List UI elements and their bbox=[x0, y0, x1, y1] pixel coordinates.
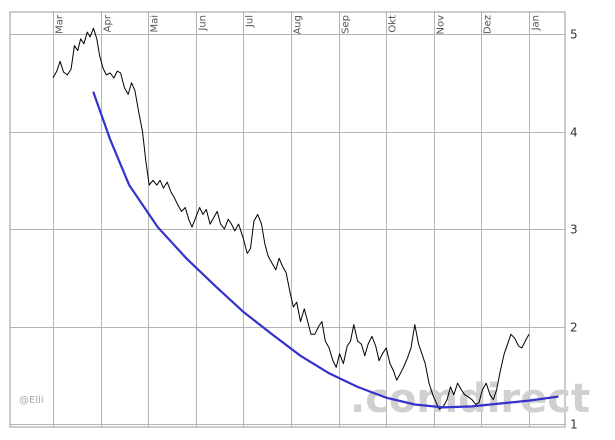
x-tick-label: Jul bbox=[245, 15, 256, 28]
plot-frame bbox=[9, 11, 566, 428]
price-series-line bbox=[52, 27, 530, 410]
series-layer bbox=[52, 27, 559, 410]
x-tick-label: Dez bbox=[483, 15, 494, 34]
x-tick-label: Jan bbox=[531, 15, 542, 31]
x-tick-label: Nov bbox=[436, 15, 447, 35]
x-tick-label: Jun bbox=[198, 15, 209, 32]
y-axis-ticks: 1 2 3 4 5 bbox=[570, 28, 578, 432]
y-tick-label: 4 bbox=[570, 126, 578, 140]
x-tick-label: Apr bbox=[103, 14, 114, 32]
x-axis-ticks: Mar Apr Mai Jun Jul Aug Sep Okt Nov Dez Jan bbox=[55, 14, 542, 34]
watermark: .comdirect bbox=[350, 376, 590, 422]
grid-lines bbox=[10, 12, 565, 427]
x-tick-label: Sep bbox=[341, 15, 352, 34]
x-tick-label: Mai bbox=[150, 15, 161, 33]
y-tick-label: 3 bbox=[570, 223, 578, 237]
x-tick-label: Mar bbox=[55, 14, 66, 34]
y-tick-label: 1 bbox=[570, 418, 578, 432]
trend-curve-line bbox=[92, 91, 559, 409]
chart-credit: @Elli bbox=[19, 395, 44, 406]
x-tick-label: Aug bbox=[293, 15, 304, 35]
y-tick-label: 5 bbox=[570, 28, 578, 42]
y-tick-label: 2 bbox=[570, 321, 578, 335]
x-tick-label: Okt bbox=[388, 15, 399, 33]
